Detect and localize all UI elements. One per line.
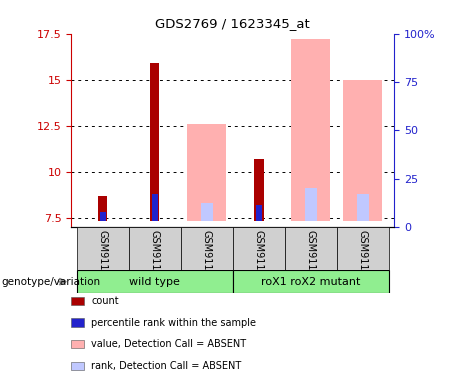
Bar xyxy=(98,196,107,221)
Bar xyxy=(152,194,158,221)
Bar xyxy=(187,124,226,221)
Text: wild type: wild type xyxy=(129,277,180,286)
Text: count: count xyxy=(91,296,119,306)
Bar xyxy=(291,39,331,221)
Text: GSM91133: GSM91133 xyxy=(98,230,108,283)
Text: GSM91119: GSM91119 xyxy=(254,230,264,283)
Text: value, Detection Call = ABSENT: value, Detection Call = ABSENT xyxy=(91,339,246,349)
Bar xyxy=(337,227,389,270)
Bar xyxy=(77,227,129,270)
Text: GSM91135: GSM91135 xyxy=(150,230,160,283)
Bar xyxy=(305,188,317,221)
Text: percentile rank within the sample: percentile rank within the sample xyxy=(91,318,256,327)
Bar xyxy=(233,270,389,293)
Bar xyxy=(181,227,233,270)
Text: GSM91131: GSM91131 xyxy=(358,230,368,283)
Bar xyxy=(285,227,337,270)
Bar xyxy=(343,80,383,221)
Bar xyxy=(150,63,160,221)
Bar xyxy=(129,227,181,270)
Text: GSM91138: GSM91138 xyxy=(202,230,212,283)
Text: genotype/variation: genotype/variation xyxy=(1,277,100,286)
Bar xyxy=(100,212,106,221)
Text: rank, Detection Call = ABSENT: rank, Detection Call = ABSENT xyxy=(91,361,242,371)
Title: GDS2769 / 1623345_at: GDS2769 / 1623345_at xyxy=(155,17,310,30)
Text: GSM91121: GSM91121 xyxy=(306,230,316,283)
Bar xyxy=(201,203,213,221)
Text: roX1 roX2 mutant: roX1 roX2 mutant xyxy=(261,277,361,286)
Bar xyxy=(233,227,285,270)
Bar xyxy=(77,270,233,293)
Bar xyxy=(254,159,264,221)
Bar xyxy=(357,194,369,221)
Bar xyxy=(256,205,262,221)
